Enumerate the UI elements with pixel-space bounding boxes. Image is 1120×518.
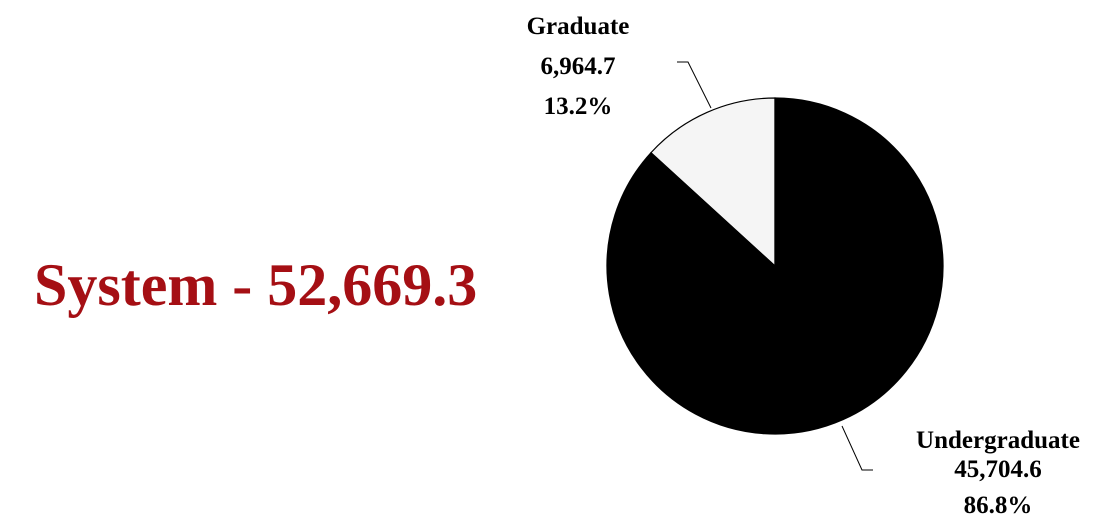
leader-line-undergraduate (841, 425, 873, 471)
slice-label-undergraduate-percent: 86.8% (964, 492, 1033, 518)
slice-label-graduate-value: 6,964.7 (541, 53, 616, 80)
leader-line-graduate (677, 61, 712, 109)
slice-label-undergraduate-name: Undergraduate (916, 427, 1080, 454)
pie-slices (606, 97, 944, 435)
pie-slice-undergraduate (606, 97, 944, 435)
slice-label-undergraduate-value: 45,704.6 (954, 456, 1042, 483)
slice-label-graduate-percent: 13.2% (544, 93, 613, 120)
pie-slice-graduate (650, 97, 776, 268)
chart-headline: System - 52,669.3 (34, 252, 478, 318)
slice-label-graduate-name: Graduate (527, 13, 630, 40)
